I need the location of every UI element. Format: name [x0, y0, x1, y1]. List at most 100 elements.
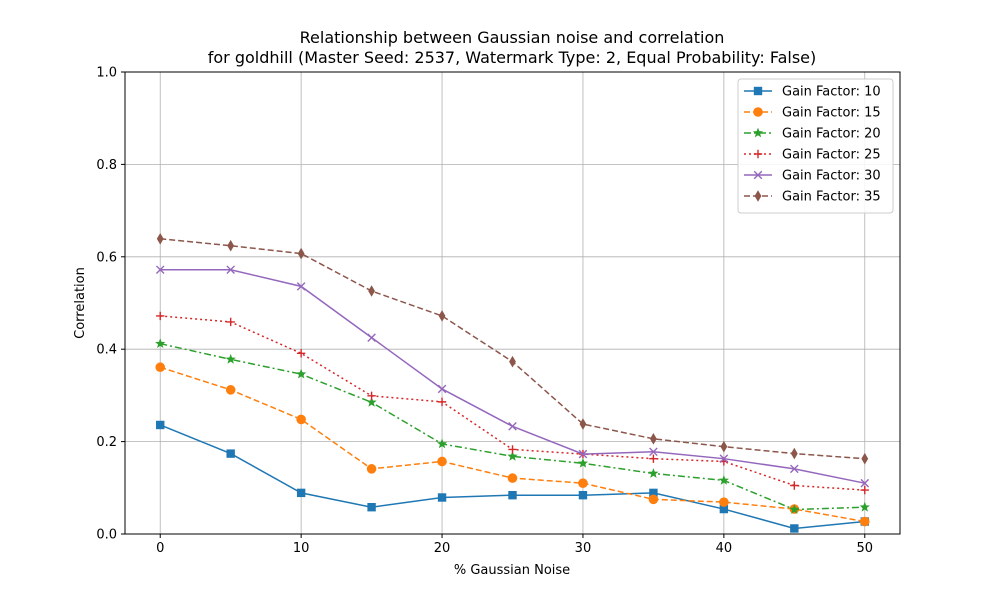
series-group	[155, 232, 870, 533]
series-5-point	[719, 454, 729, 463]
plot-area-frame	[124, 71, 901, 535]
series-4-point	[508, 445, 517, 454]
series-2-point	[437, 456, 447, 467]
series-5-point	[226, 265, 235, 275]
series-5-point	[367, 333, 376, 342]
series-4-point	[649, 454, 658, 463]
legend-label: Gain Factor: 25	[782, 148, 881, 163]
legend-item: Gain Factor: 35	[744, 190, 881, 205]
series-5-point	[437, 384, 447, 394]
series-5-point	[296, 282, 306, 291]
y-tick-label: 0.8	[96, 158, 117, 173]
series-2-point	[859, 516, 870, 527]
y-tick-label: 0.4	[96, 343, 117, 358]
y-tick-label: 0.2	[96, 435, 117, 450]
series-3-line	[160, 342, 865, 511]
legend-label: Gain Factor: 20	[782, 127, 881, 142]
series-3-point	[225, 353, 236, 364]
series-1-point	[508, 490, 517, 500]
legend-label: Gain Factor: 30	[782, 169, 881, 184]
series-6-point	[861, 452, 869, 465]
legend-label: Gain Factor: 10	[782, 85, 881, 100]
series-1-point	[156, 420, 165, 430]
x-axis-label: % Gaussian Noise	[454, 563, 570, 578]
legend-label: Gain Factor: 35	[782, 190, 881, 205]
series-6-point	[579, 418, 587, 430]
legend-item: Gain Factor: 10	[744, 85, 881, 100]
series-2-point	[578, 478, 588, 488]
series-3-point	[577, 457, 589, 468]
series-1-point	[719, 504, 729, 514]
series-2-point	[155, 362, 166, 373]
x-tick-label: 50	[856, 541, 873, 556]
series-4-point	[156, 311, 165, 321]
series-1-point	[226, 449, 235, 458]
series-6-point	[790, 447, 798, 460]
series-5	[155, 265, 870, 488]
legend-item: Gain Factor: 25	[744, 148, 881, 163]
x-tick-label: 30	[575, 541, 592, 556]
series-2-point	[648, 494, 659, 505]
series-2-point	[296, 414, 306, 425]
y-tick-label: 0.0	[96, 528, 117, 543]
series-3-point	[789, 504, 800, 514]
series-6-point	[156, 232, 164, 245]
x-tick-label: 20	[434, 541, 451, 556]
series-6-point	[368, 285, 375, 297]
series-4-point	[790, 481, 799, 490]
x-tick-label: 0	[156, 541, 164, 556]
series-1-point	[296, 488, 306, 498]
series-2-point	[507, 473, 518, 483]
series-6-point	[438, 310, 446, 322]
series-2	[155, 362, 870, 527]
series-6-point	[227, 239, 235, 252]
series-1-point	[367, 503, 376, 512]
x-tick-label: 10	[293, 541, 310, 556]
legend-item: Gain Factor: 30	[744, 169, 881, 184]
series-2-point	[719, 497, 729, 507]
axis-ticks: 0 10 20 30 40 50 0.0 0.2 0.4 0.6 0.8 1.0	[96, 66, 873, 557]
series-5-point	[860, 478, 870, 488]
legend-marker	[754, 190, 762, 202]
series-2-point	[366, 464, 377, 474]
y-tick-label: 1.0	[96, 66, 117, 81]
series-5-point	[649, 447, 658, 457]
legend-marker	[753, 107, 763, 117]
series-2-point	[225, 385, 236, 395]
series-3-point	[366, 396, 377, 407]
series-1-point	[790, 524, 799, 533]
series-1-point	[578, 490, 588, 500]
legend-item: Gain Factor: 20	[744, 127, 881, 142]
x-tick-label: 40	[716, 541, 733, 556]
series-6-point	[509, 355, 516, 368]
series-5-point	[508, 422, 517, 431]
series-3-point	[155, 338, 166, 349]
series-4-point	[226, 317, 235, 327]
legend-marker	[753, 86, 763, 96]
series-3	[155, 338, 870, 514]
series-5-point	[155, 265, 165, 275]
legend-marker	[753, 149, 763, 159]
series-6-point	[720, 440, 728, 453]
series-1-point	[437, 493, 447, 502]
series-4-point	[296, 349, 306, 358]
series-5-point	[578, 449, 588, 459]
y-axis-label: Correlation	[73, 267, 88, 339]
y-tick-label: 0.6	[96, 250, 117, 265]
series-3-point	[296, 368, 307, 379]
series-3-point	[648, 468, 659, 478]
series-4-point	[367, 391, 376, 401]
series-3-point	[718, 475, 729, 485]
chart-title-line-2: for goldhill (Master Seed: 2537, Waterma…	[208, 48, 816, 67]
legend-marker	[752, 127, 764, 138]
chart-title-line-1: Relationship between Gaussian noise and …	[300, 28, 725, 47]
series-3-point	[507, 450, 518, 461]
series-6-point	[650, 433, 657, 445]
series-1-point	[649, 488, 658, 498]
series-3-point	[859, 501, 870, 512]
legend-label: Gain Factor: 15	[782, 106, 881, 121]
series-3-point	[436, 438, 448, 449]
legend-frame	[737, 78, 894, 214]
legend-marker	[753, 170, 763, 180]
